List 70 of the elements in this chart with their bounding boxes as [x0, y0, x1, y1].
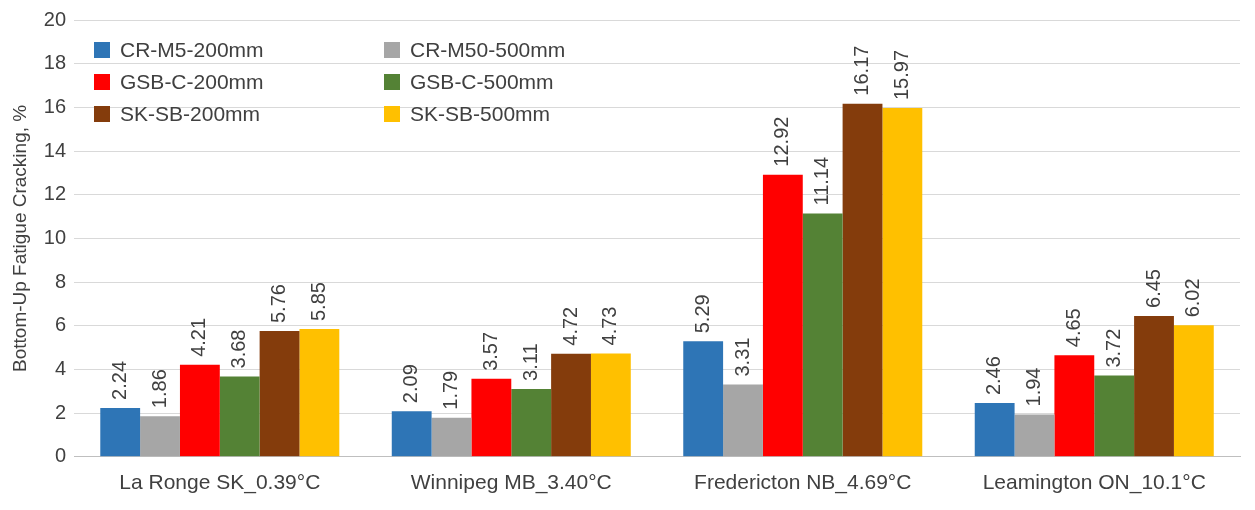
bar — [762, 174, 803, 457]
legend-label: SK-SB-200mm — [119, 102, 262, 126]
data-label: 2.09 — [399, 364, 422, 404]
data-label: 12.92 — [770, 116, 793, 167]
data-label: 4.21 — [187, 317, 210, 357]
data-label: 3.72 — [1101, 328, 1124, 368]
data-label: 3.11 — [518, 343, 541, 381]
y-tick-label: 20 — [43, 7, 67, 30]
y-tick-label: 18 — [43, 51, 67, 74]
bar — [219, 376, 260, 457]
bar — [882, 108, 923, 457]
bar — [391, 411, 432, 457]
y-tick-label: 2 — [54, 400, 67, 423]
data-label: 5.85 — [306, 282, 329, 322]
data-label: 15.97 — [889, 49, 912, 101]
legend-label: GSB-C-500mm — [409, 70, 555, 94]
y-tick-label: 4 — [54, 356, 67, 379]
legend-label: SK-SB-500mm — [409, 102, 552, 126]
x-tick-label: Leamington ON_10.1°C — [982, 470, 1206, 495]
bar — [259, 331, 300, 457]
bar — [179, 364, 220, 457]
y-tick-label: 14 — [43, 138, 67, 161]
bar — [511, 388, 552, 457]
data-label: 1.79 — [439, 370, 462, 410]
bar — [723, 384, 763, 457]
bar — [1014, 414, 1055, 457]
y-tick-label: 16 — [43, 94, 67, 117]
data-label: 6.45 — [1141, 268, 1164, 308]
y-tick-label: 10 — [43, 225, 67, 248]
x-tick-label: Winnipeg MB_3.40°C — [410, 470, 612, 495]
data-label: 5.76 — [267, 284, 290, 323]
bar — [551, 353, 591, 457]
data-label: 3.68 — [227, 329, 250, 369]
data-label: 5.29 — [690, 294, 713, 334]
data-label: 4.65 — [1061, 308, 1084, 348]
bar — [140, 416, 180, 457]
data-label: 2.24 — [107, 360, 130, 400]
data-label: 4.72 — [558, 306, 581, 346]
y-tick-label: 0 — [54, 444, 67, 467]
bar — [1094, 375, 1135, 457]
x-tick-label: Fredericton NB_4.69°C — [694, 470, 912, 495]
bar — [683, 341, 724, 457]
data-label: 3.57 — [478, 331, 501, 371]
legend-label: GSB-C-200mm — [119, 70, 265, 94]
bar — [299, 329, 340, 457]
bar — [100, 407, 141, 457]
bar — [1054, 355, 1095, 457]
bar — [1173, 325, 1214, 457]
data-label: 3.31 — [730, 337, 753, 377]
bar — [802, 213, 843, 457]
bar — [1134, 315, 1174, 457]
data-label: 1.94 — [1022, 367, 1045, 407]
y-axis-title: Bottom-Up Fatigue Cracking, % — [8, 104, 30, 372]
y-tick-label: 12 — [43, 182, 67, 205]
data-label: 2.46 — [982, 356, 1005, 396]
legend-label: CR-M5-200mm — [119, 38, 265, 62]
y-tick-label: 8 — [54, 269, 67, 292]
data-label: 6.02 — [1181, 278, 1204, 318]
x-tick-label: La Ronge SK_0.39°C — [119, 470, 321, 495]
data-label: 1.86 — [147, 369, 170, 409]
data-label: 4.73 — [598, 306, 621, 346]
bar — [431, 417, 472, 457]
bar — [590, 353, 631, 457]
y-tick-label: 6 — [54, 313, 67, 336]
legend-label: CR-M50-500mm — [409, 38, 567, 62]
bar — [471, 378, 512, 457]
data-label: 11.14 — [810, 156, 833, 206]
bar — [842, 103, 883, 457]
data-label: 16.17 — [850, 45, 873, 96]
bar — [974, 403, 1015, 457]
